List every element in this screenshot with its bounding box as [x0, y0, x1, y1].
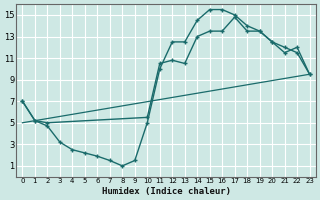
X-axis label: Humidex (Indice chaleur): Humidex (Indice chaleur) [101, 187, 230, 196]
